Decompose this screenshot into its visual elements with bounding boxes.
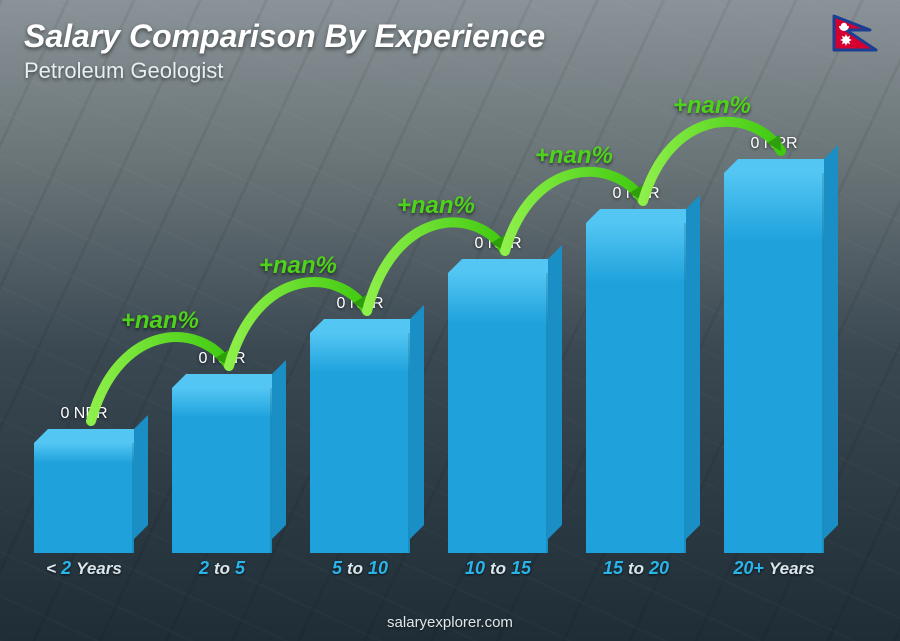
bar-category-label: 5 to 10 (290, 558, 430, 579)
bar-value-label: 0 NPR (566, 185, 706, 203)
bar-side (272, 360, 286, 539)
bar-category-label: 10 to 15 (428, 558, 568, 579)
bar-category-label: < 2 Years (14, 558, 154, 579)
bar-top (310, 319, 424, 333)
bar-category-label: 2 to 5 (152, 558, 292, 579)
title: Salary Comparison By Experience (24, 18, 545, 55)
bar-front (586, 223, 686, 553)
bar (586, 223, 686, 553)
bar-front (310, 333, 410, 553)
bar (34, 443, 134, 553)
bar-value-label: 0 NPR (428, 235, 568, 253)
bar-top (724, 159, 838, 173)
bar-top (172, 374, 286, 388)
bar-category-label: 15 to 20 (566, 558, 706, 579)
bar-top (586, 209, 700, 223)
bar (448, 273, 548, 553)
bar-chart: 0 NPR< 2 Years0 NPR2 to 50 NPR5 to 100 N… (30, 100, 850, 581)
bar-side (548, 245, 562, 539)
bar (310, 333, 410, 553)
bar-slot: 0 NPR5 to 10 (310, 333, 410, 553)
bar-side (410, 305, 424, 539)
delta-label: +nan% (397, 192, 475, 220)
bar-front (34, 443, 134, 553)
bar-slot: 0 NPR10 to 15 (448, 273, 548, 553)
bar-top (448, 259, 562, 273)
footer-site: salaryexplorer.com (0, 614, 900, 631)
bar-slot: 0 NPR< 2 Years (34, 443, 134, 553)
bar-value-label: 0 NPR (290, 295, 430, 313)
delta-label: +nan% (121, 307, 199, 335)
bar-front (724, 173, 824, 553)
delta-label: +nan% (673, 92, 751, 120)
bar-value-label: 0 NPR (14, 405, 154, 423)
bar-front (172, 388, 272, 553)
bar-side (134, 415, 148, 539)
subtitle: Petroleum Geologist (24, 58, 223, 84)
bar-value-label: 0 NPR (152, 350, 292, 368)
delta-label: +nan% (259, 252, 337, 280)
bar-front (448, 273, 548, 553)
nepal-flag-icon (832, 14, 882, 66)
bar-slot: 0 NPR2 to 5 (172, 388, 272, 553)
delta-label: +nan% (535, 142, 613, 170)
bar-category-label: 20+ Years (704, 558, 844, 579)
bar-side (686, 195, 700, 539)
bar-value-label: 0 NPR (704, 135, 844, 153)
infographic-stage: Salary Comparison By Experience Petroleu… (0, 0, 900, 641)
bar-slot: 0 NPR15 to 20 (586, 223, 686, 553)
bar (172, 388, 272, 553)
bar (724, 173, 824, 553)
bar-top (34, 429, 148, 443)
bar-slot: 0 NPR20+ Years (724, 173, 824, 553)
bar-side (824, 145, 838, 539)
